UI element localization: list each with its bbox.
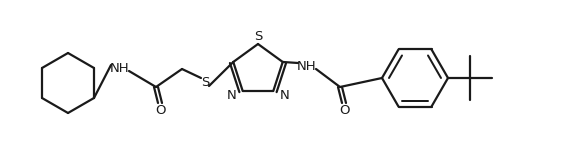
Text: N: N (279, 89, 289, 101)
Text: N: N (227, 89, 237, 101)
Text: O: O (338, 103, 349, 116)
Text: O: O (155, 103, 165, 116)
Text: NH: NH (110, 63, 130, 76)
Text: S: S (201, 77, 209, 89)
Text: NH: NH (297, 61, 317, 73)
Text: S: S (254, 30, 262, 43)
